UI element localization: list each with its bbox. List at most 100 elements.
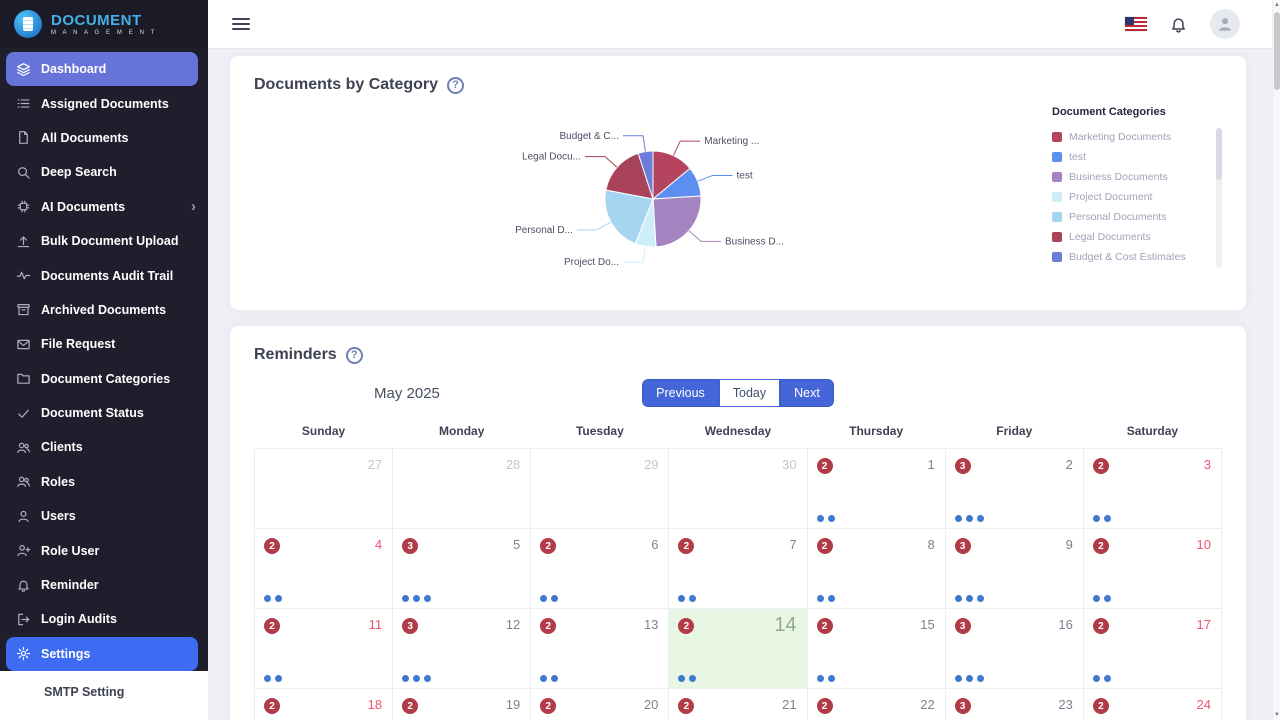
event-count-badge[interactable]: 2 [816,458,833,474]
event-count-badge[interactable]: 3 [954,458,971,474]
scroll-up-icon[interactable]: ▲ [1274,2,1280,8]
sidebar-item-deep-search[interactable]: Deep Search [0,155,208,189]
language-flag-icon[interactable] [1125,17,1147,31]
sidebar-item-all-documents[interactable]: All Documents [0,121,208,155]
event-count-badge[interactable]: 3 [402,538,419,554]
event-count-badge[interactable]: 2 [678,618,695,634]
event-dots[interactable] [264,595,282,602]
event-count-badge[interactable]: 3 [402,618,419,634]
event-count-badge[interactable]: 2 [540,698,557,714]
sidebar-item-role-user[interactable]: Role User [0,533,208,567]
pie-slice-personal-documents[interactable] [604,189,654,245]
legend-item-marketing-documents[interactable]: Marketing Documents [1052,127,1210,147]
event-count-badge[interactable]: 2 [678,538,695,554]
event-count-badge[interactable]: 2 [1092,458,1109,474]
event-count-badge[interactable]: 3 [954,538,971,554]
sidebar-item-document-status[interactable]: Document Status [0,396,208,430]
calendar-cell-11[interactable]: 2 11 [253,608,394,689]
sidebar-item-file-request[interactable]: File Request [0,327,208,361]
calendar-cell-12[interactable]: 3 12 [392,608,532,689]
calendar-cell-18[interactable]: 2 18 [253,688,394,720]
next-button[interactable]: Next [780,379,834,407]
calendar-cell-23[interactable]: 3 23 [944,688,1084,720]
event-count-badge[interactable]: 2 [264,538,280,554]
event-dots[interactable] [954,515,984,522]
calendar-cell-24[interactable]: 2 24 [1082,688,1223,720]
sidebar-item-clients[interactable]: Clients [0,430,208,464]
event-dots[interactable] [540,675,559,682]
sidebar-subitem-company-profile[interactable]: Company Profile [0,709,208,720]
event-count-badge[interactable]: 2 [1092,538,1109,554]
sidebar-item-dashboard[interactable]: Dashboard [6,52,198,87]
notifications-bell-icon[interactable] [1169,15,1188,34]
event-dots[interactable] [678,595,697,602]
calendar-cell-28[interactable]: 28 [392,448,532,529]
event-dots[interactable] [1092,515,1111,522]
sidebar-subitem-smtp-setting[interactable]: SMTP Setting [44,685,125,700]
sidebar-item-login-audits[interactable]: Login Audits [0,602,208,636]
help-icon[interactable]: ? [345,346,363,364]
event-dots[interactable] [816,595,835,602]
calendar-cell-15[interactable]: 2 15 [806,608,946,689]
calendar-cell-14[interactable]: 2 14 [668,608,808,689]
sidebar-item-documents-audit-trail[interactable]: Documents Audit Trail [0,258,208,292]
event-count-badge[interactable]: 2 [816,698,833,714]
event-count-badge[interactable]: 2 [264,618,280,634]
calendar-cell-17[interactable]: 2 17 [1082,608,1223,689]
page-scrollbar[interactable]: ▲ ▼ [1272,0,1280,720]
sidebar-item-roles[interactable]: Roles [0,465,208,499]
legend-item-test[interactable]: test [1052,147,1210,167]
sidebar-item-users[interactable]: Users [0,499,208,533]
sidebar-toggle-icon[interactable] [232,18,250,30]
legend-item-project-document[interactable]: Project Document [1052,187,1210,207]
event-count-badge[interactable]: 2 [816,538,833,554]
scrollbar-thumb[interactable] [1274,12,1280,90]
event-count-badge[interactable]: 2 [264,698,280,714]
sidebar-item-assigned-documents[interactable]: Assigned Documents [0,86,208,120]
sidebar-item-reminder[interactable]: Reminder [0,568,208,602]
calendar-cell-16[interactable]: 3 16 [944,608,1084,689]
calendar-cell-21[interactable]: 2 21 [668,688,808,720]
event-dots[interactable] [402,675,432,682]
event-count-badge[interactable]: 2 [816,618,833,634]
sidebar-item-archived-documents[interactable]: Archived Documents [0,293,208,327]
event-dots[interactable] [954,675,984,682]
event-count-badge[interactable]: 2 [1092,698,1109,714]
calendar-cell-27[interactable]: 27 [253,448,394,529]
sidebar-item-bulk-document-upload[interactable]: Bulk Document Upload [0,224,208,258]
scroll-down-icon[interactable]: ▼ [1274,712,1280,718]
calendar-cell-13[interactable]: 2 13 [530,608,670,689]
calendar-cell-30[interactable]: 30 [668,448,808,529]
event-dots[interactable] [1092,675,1111,682]
help-icon[interactable]: ? [447,76,465,94]
calendar-cell-19[interactable]: 2 19 [392,688,532,720]
user-avatar[interactable] [1210,9,1240,39]
event-dots[interactable] [1092,595,1111,602]
calendar-cell-29[interactable]: 29 [530,448,670,529]
today-button[interactable]: Today [718,379,781,407]
calendar-cell-22[interactable]: 2 22 [806,688,946,720]
app-logo[interactable]: DOCUMENT M A N A G E M E N T [0,0,208,48]
calendar-cell-10[interactable]: 2 10 [1082,528,1223,609]
event-dots[interactable] [816,515,835,522]
sidebar-item-settings[interactable]: Settings [6,636,198,672]
sidebar-item-ai-documents[interactable]: AI Documents › [0,190,208,224]
event-count-badge[interactable]: 2 [678,698,695,714]
legend-item-personal-documents[interactable]: Personal Documents [1052,207,1210,227]
event-dots[interactable] [264,675,282,682]
event-dots[interactable] [678,675,697,682]
calendar-cell-20[interactable]: 2 20 [530,688,670,720]
event-dots[interactable] [402,595,432,602]
event-count-badge[interactable]: 3 [954,618,971,634]
pie-slice-legal-documents[interactable] [605,152,654,200]
legend-item-legal-documents[interactable]: Legal Documents [1052,227,1210,247]
